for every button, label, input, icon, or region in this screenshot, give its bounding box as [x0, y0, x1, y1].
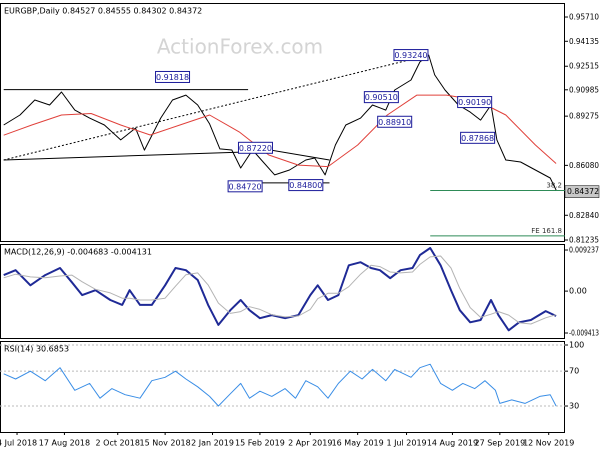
y-tick-label: -0.009413: [569, 328, 599, 337]
x-tick-label: 16 May 2019: [332, 439, 384, 448]
x-tick-label: 15 Feb 2019: [235, 439, 285, 448]
annotation-label: 0.93240: [394, 51, 427, 60]
y-tick-label: 0.009237: [569, 246, 599, 255]
panel-frame: [0, 341, 565, 433]
annotation-label: 0.90510: [365, 93, 398, 102]
annotation-label: 0.90190: [458, 98, 491, 107]
x-tick-label: 15 Nov 2018: [140, 439, 191, 448]
y-tick-label: 100: [569, 341, 584, 350]
y-tick-label: 0.95710: [569, 13, 599, 22]
x-tick-label: 1 Jul 2019: [386, 439, 426, 448]
x-tick-label: 2 Oct 2018: [96, 439, 140, 448]
last-price-label: 0.84372: [567, 187, 599, 196]
series-line: [3, 363, 557, 407]
panel-frame: [0, 244, 565, 339]
y-tick-label: 30: [569, 402, 579, 411]
panel-title: RSI(14) 30.6853: [4, 345, 69, 354]
annotation-label: 0.91818: [156, 73, 189, 82]
y-tick-label: 0.86080: [569, 161, 599, 170]
last-price-box: [564, 185, 600, 198]
annotation-box: [393, 49, 429, 62]
x-tick-label: 4 Jul 2018: [0, 439, 37, 448]
plot-area: [0, 344, 565, 407]
x-tick-label: 2 Jan 2019: [191, 439, 234, 448]
y-tick-label: 0.92515: [569, 62, 599, 71]
y-tick-label: 0.00: [569, 287, 587, 296]
annotation-box: [288, 179, 324, 192]
annotation-label: 0.84720: [229, 182, 262, 191]
y-tick-label: 0.81235: [569, 235, 599, 244]
panel-title: EURGBP,Daily 0.84527 0.84555 0.84302 0.8…: [4, 7, 202, 16]
trendline: [3, 54, 429, 161]
x-tick-label: 14 Aug 2019: [427, 439, 478, 448]
y-tick-label: 0.90985: [569, 85, 599, 94]
series-line: [3, 247, 557, 332]
annotation-box: [460, 131, 496, 144]
plot-area: [3, 247, 557, 332]
x-tick-label: 17 Aug 2018: [39, 439, 90, 448]
x-tick-label: 27 Sep 2019: [474, 439, 525, 448]
panel-frame: [0, 3, 565, 242]
annotation-label: 0.87868: [461, 134, 494, 143]
annotation-box: [363, 91, 399, 104]
level-label: FE 161.8: [531, 227, 562, 235]
annotation-box: [227, 180, 263, 193]
x-tick-label: 2 Apr 2019: [288, 439, 332, 448]
y-tick-label: 0.89275: [569, 112, 599, 121]
y-tick-label: 0.94135: [569, 37, 599, 46]
watermark: ActionForex.com: [157, 35, 323, 59]
trendline: [3, 151, 246, 161]
annotation-box: [155, 70, 191, 83]
panel-title: MACD(12,26,9) -0.004683 -0.004131: [4, 248, 152, 257]
annotation-label: 0.87220: [239, 144, 272, 153]
annotation-box: [237, 141, 273, 154]
annotation-box: [457, 96, 493, 109]
x-tick-label: 12 Nov 2019: [523, 439, 574, 448]
series-line: [3, 255, 557, 325]
series-line: [3, 54, 557, 191]
annotation-label: 0.88910: [378, 118, 411, 127]
y-tick-label: 70: [569, 367, 579, 376]
annotation-box: [377, 115, 413, 128]
annotation-label: 0.84800: [289, 181, 322, 190]
y-tick-label: 0.82840: [569, 211, 599, 220]
